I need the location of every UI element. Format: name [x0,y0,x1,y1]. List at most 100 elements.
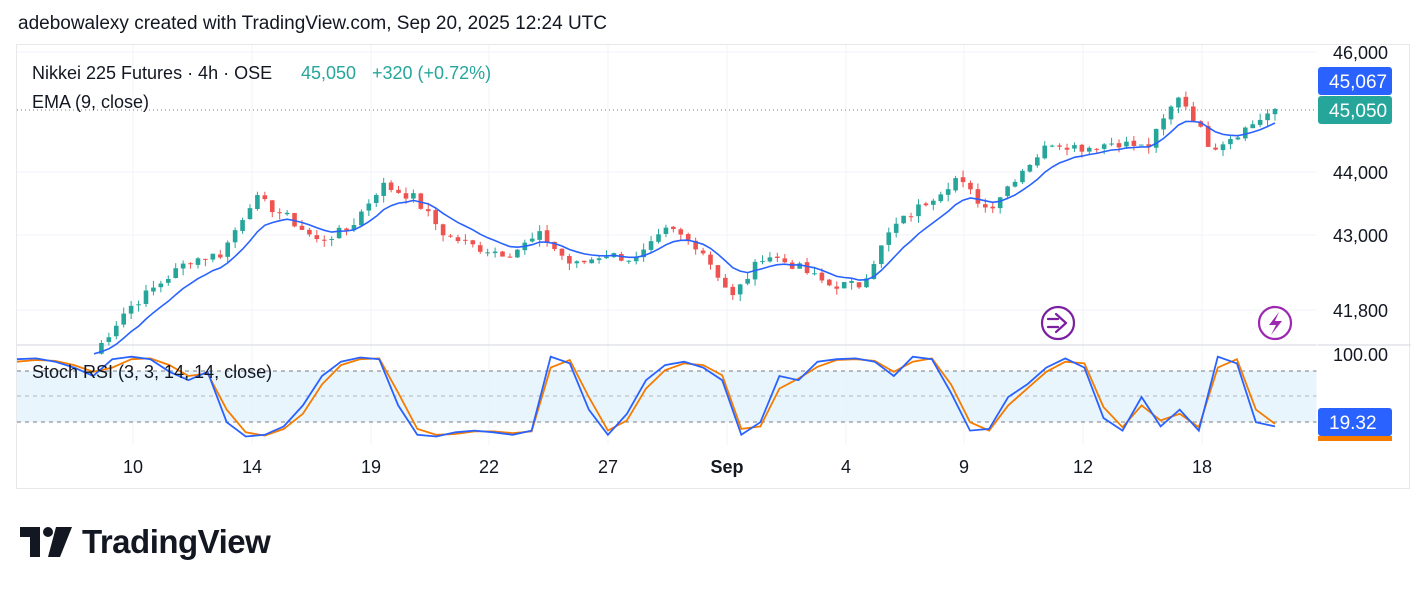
candle [269,199,275,218]
candle [752,259,758,286]
candle [723,274,728,288]
candle [1228,135,1233,150]
candle [113,321,119,340]
tradingview-logo-icon [20,527,72,557]
symbol-legend[interactable]: Nikkei 225 Futures · 4h · OSE [32,63,272,83]
price-chart[interactable]: Nikkei 225 Futures · 4h · OSE 45,050 +32… [17,45,1411,490]
candle [210,253,216,263]
candle [908,212,914,222]
time-axis-label: 12 [1073,457,1093,477]
candle [938,191,944,203]
candle [232,227,238,248]
price-axis-label: 43,000 [1333,226,1388,246]
candle [931,198,936,211]
candle [1183,91,1189,110]
candle [165,275,171,286]
candle [1176,96,1181,114]
candle [663,224,669,238]
candle [1049,144,1055,148]
candle [121,307,127,328]
candle [901,215,906,225]
candle [990,201,996,214]
ema-line [93,120,1276,355]
candle [485,248,490,257]
candle [381,177,386,203]
candle [1012,179,1018,188]
candle [715,264,721,282]
candle [760,255,765,265]
candle [329,236,334,247]
time-axis-label: 4 [841,457,851,477]
time-axis-label: 22 [479,457,499,477]
candle [366,199,372,217]
candle [284,209,290,216]
candle [1072,142,1077,152]
candle [314,230,320,243]
candle [515,248,520,258]
candle [359,209,364,227]
candle [1035,154,1040,168]
candle [1057,143,1062,151]
svg-text:45,067: 45,067 [1329,72,1387,93]
candle [403,187,409,204]
candle [782,254,788,263]
candle [529,232,535,243]
lightning-icon[interactable] [1257,305,1293,341]
candle [396,185,401,194]
svg-text:19.32: 19.32 [1329,413,1377,434]
candle [106,332,112,346]
candle [581,260,587,264]
candle [203,258,208,267]
time-axis-label: 9 [959,457,969,477]
stoch-legend[interactable]: Stoch RSI (3, 3, 14, 14, close) [32,362,272,382]
candle [841,282,847,289]
candle [730,283,736,300]
candle [1042,141,1048,160]
candle [1265,109,1270,126]
time-axis-label: Sep [710,457,743,477]
candle [1116,139,1122,153]
candle [1094,148,1100,154]
tradingview-logo[interactable]: TradingView [20,522,271,562]
price-axis[interactable]: 46,000 44,000 43,000 41,800 [1333,45,1388,321]
candle [1131,135,1137,151]
candle [158,280,164,293]
candle [1220,141,1226,157]
candle [945,182,951,202]
candle [240,217,245,234]
candle [671,225,676,233]
candle [1272,108,1278,121]
price-axis-label: 46,000 [1333,45,1388,63]
candle [448,233,453,238]
candle [225,240,231,264]
candle [685,232,691,245]
candle [1213,143,1218,151]
last-price-tag: 45,050 [1318,96,1392,124]
candle [834,281,840,295]
time-axis[interactable]: 10 14 19 22 27 Sep 4 9 12 18 [123,457,1212,477]
candle [827,278,832,287]
candle [537,225,542,247]
candle [574,260,580,268]
svg-text:45,050: 45,050 [1329,101,1387,122]
candle [173,263,179,279]
candle [1087,146,1092,155]
candle [507,253,513,258]
candle [262,191,268,202]
candle [151,280,156,296]
candle [700,247,706,256]
stoch-value-tag: 19.32 [1318,408,1392,441]
candle [180,260,186,276]
dividend-arrow-icon[interactable] [1040,305,1076,341]
candle [589,257,594,264]
candle [1168,105,1174,125]
candle [1161,114,1166,136]
ema-legend[interactable]: EMA (9, close) [32,92,149,112]
candle [916,199,921,223]
candle [136,300,141,312]
candle [567,253,572,271]
candle [893,217,899,238]
last-price-legend: 45,050 [301,63,356,83]
time-axis-label: 14 [242,457,262,477]
candle [463,234,468,245]
